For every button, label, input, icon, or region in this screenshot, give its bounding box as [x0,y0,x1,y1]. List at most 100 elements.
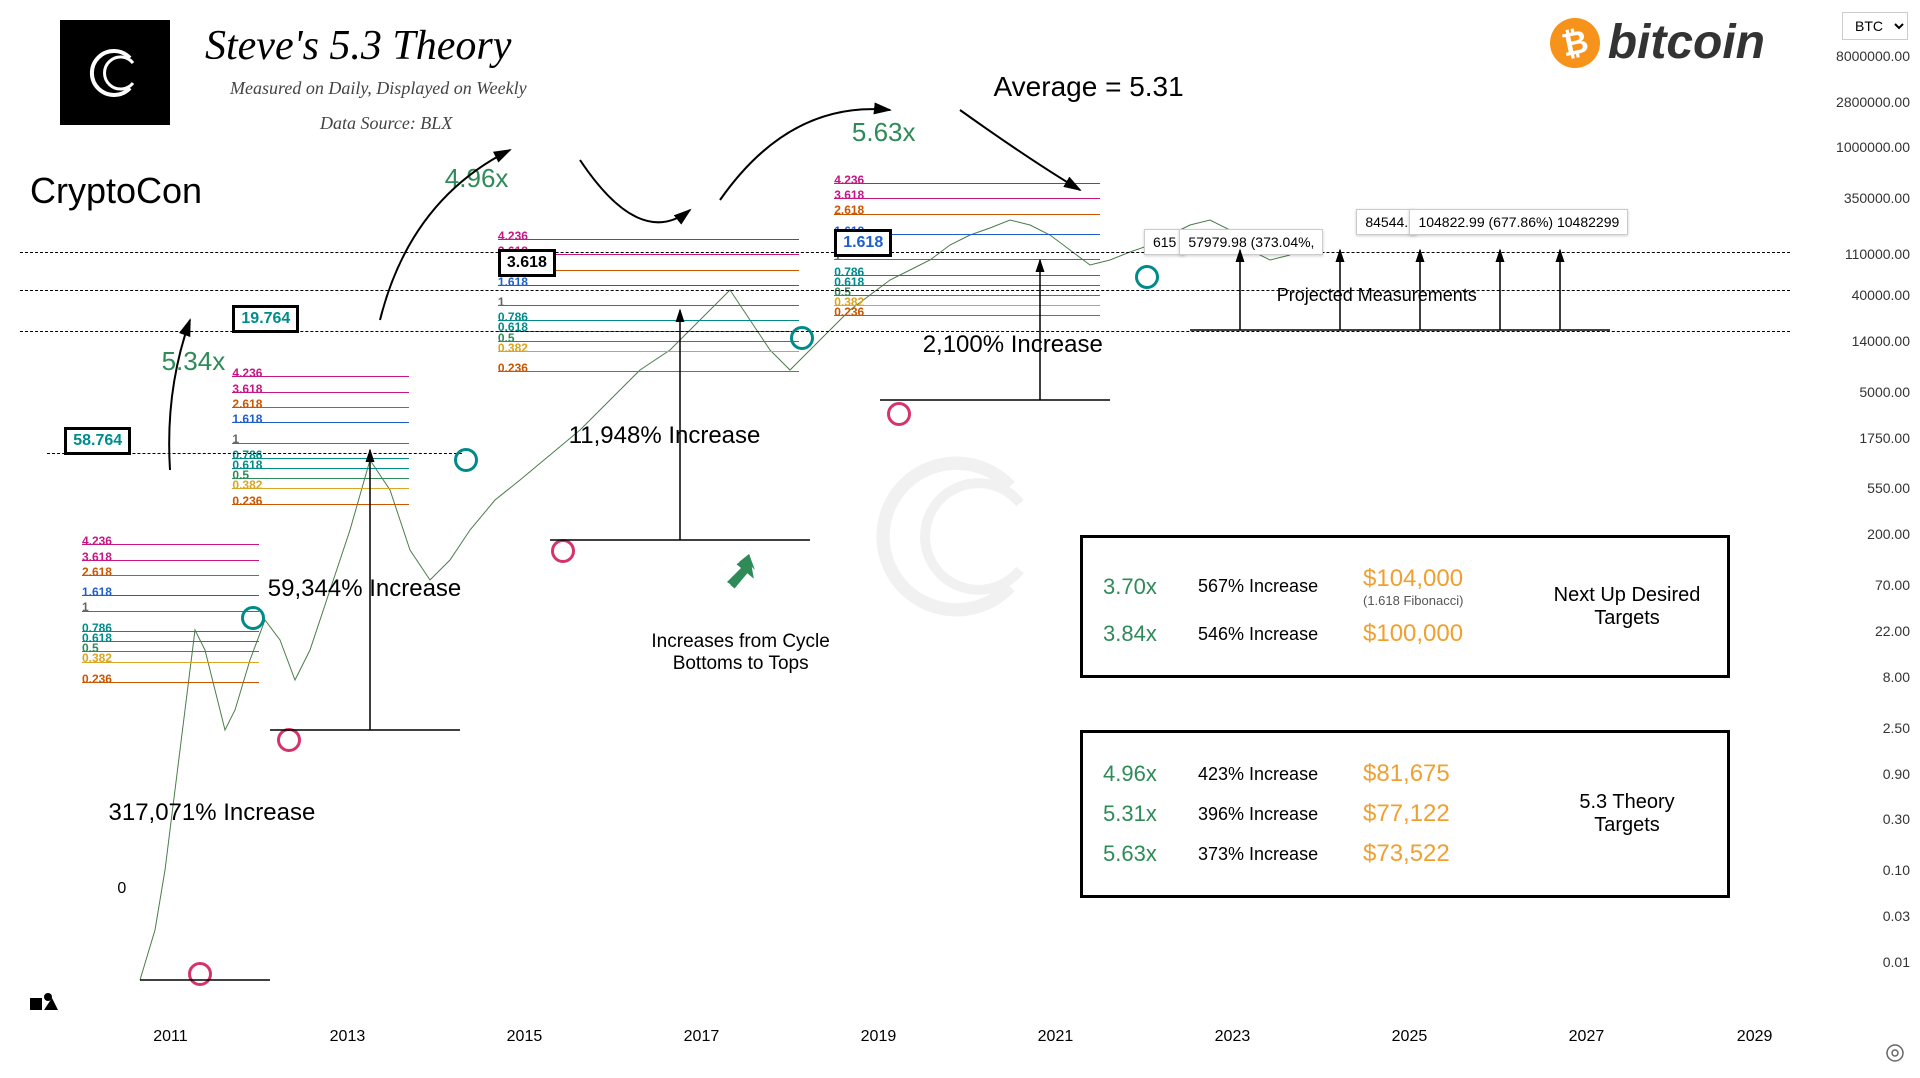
target-percentage: 567% Increase [1198,576,1338,597]
boxed-value: 19.764 [232,305,299,333]
y-axis-tick: 1750.00 [1810,430,1910,446]
y-axis-tick: 1000000.00 [1810,139,1910,155]
fib-line [834,285,1100,286]
target-box-title: Next Up Desired Targets [1547,584,1707,630]
fib-line [834,259,1100,260]
fib-line [834,275,1100,276]
boxed-value: 1.618 [834,229,892,257]
fib-line [232,443,409,444]
fib-label: 0.236 [232,494,262,508]
y-axis-tick: 40000.00 [1810,287,1910,303]
fib-note: (1.618 Fibonacci) [1363,593,1483,608]
multiplier-label: 5.63x [852,117,916,148]
fib-label: 0.236 [82,672,112,686]
increase-label: 317,071% Increase [109,799,316,827]
circle-marker [1135,265,1159,289]
average-label: Average = 5.31 [994,71,1184,103]
x-axis-tick: 2011 [153,1028,187,1046]
fib-line [498,341,799,342]
target-price: $77,122 [1363,800,1483,828]
fib-label: 3.618 [232,382,262,396]
target-price: $81,675 [1363,760,1483,788]
fib-label: 0.382 [498,341,528,355]
circle-marker [188,962,212,986]
target-percentage: 373% Increase [1198,844,1338,865]
increase-label: 2,100% Increase [923,331,1103,359]
fib-label: 4.236 [82,534,112,548]
fib-line [498,239,799,240]
fib-line [82,611,259,612]
fib-label: 3.618 [834,188,864,202]
x-axis-tick: 2029 [1737,1028,1773,1046]
cycle-bottoms-label: Increases from Cycle Bottoms to Tops [631,631,851,675]
y-axis: 8000000.002800000.001000000.00350000.001… [1800,10,1920,1028]
increase-label: 11,948% Increase [569,422,761,450]
y-axis-tick: 5000.00 [1810,384,1910,400]
y-axis-tick: 22.00 [1810,623,1910,639]
fib-line [834,198,1100,199]
y-axis-tick: 8000000.00 [1810,48,1910,64]
fib-label: 0.236 [498,361,528,375]
target-row: 3.84x 546% Increase $100,000 [1103,620,1547,648]
boxed-value: 3.618 [498,249,556,277]
target-box-theory: 4.96x 423% Increase $81,675 5.31x 396% I… [1080,730,1730,898]
tradingview-logo-icon [30,992,60,1018]
fib-line [834,305,1100,306]
fib-label: 3.618 [82,550,112,564]
zero-label: 0 [117,880,126,898]
circle-marker [454,448,478,472]
fib-label: 1 [498,295,505,309]
fib-line [834,183,1100,184]
circle-marker [887,402,911,426]
dashed-line [20,252,1790,253]
fib-label: 0.236 [834,305,864,319]
green-arrow-icon [719,550,759,595]
fib-line [498,305,799,306]
fib-label: 1.618 [232,412,262,426]
target-price: $100,000 [1363,620,1483,648]
x-axis-tick: 2013 [330,1028,366,1046]
multiplier-label: 5.34x [162,346,226,377]
target-price: $104,000 [1363,565,1483,593]
target-multiplier: 5.63x [1103,841,1173,867]
y-axis-tick: 550.00 [1810,480,1910,496]
price-tooltip: 57979.98 (373.04%, [1179,229,1323,255]
fib-label: 4.236 [834,173,864,187]
x-axis-tick: 2027 [1569,1028,1605,1046]
fib-line [498,351,799,352]
y-axis-tick: 0.10 [1810,862,1910,878]
x-axis-tick: 2015 [507,1028,543,1046]
target-row: 5.31x 396% Increase $77,122 [1103,800,1547,828]
x-axis-tick: 2021 [1038,1028,1074,1046]
circle-marker [551,539,575,563]
target-percentage: 423% Increase [1198,764,1338,785]
target-percentage: 546% Increase [1198,624,1338,645]
y-axis-tick: 14000.00 [1810,333,1910,349]
target-multiplier: 4.96x [1103,761,1173,787]
y-axis-tick: 200.00 [1810,526,1910,542]
x-axis-tick: 2025 [1392,1028,1428,1046]
circle-marker [790,326,814,350]
target-box-desired: 3.70x 567% Increase $104,000 (1.618 Fibo… [1080,535,1730,678]
fib-line [498,320,799,321]
fib-label: 2.618 [82,565,112,579]
fib-label: 1 [82,600,89,614]
target-row: 3.70x 567% Increase $104,000 (1.618 Fibo… [1103,565,1547,608]
x-axis-tick: 2019 [861,1028,897,1046]
fib-label: 4.236 [232,366,262,380]
y-axis-tick: 0.01 [1810,954,1910,970]
fib-label: 0.382 [82,651,112,665]
x-axis: 2011201320152017201920212023202520272029 [20,1028,1790,1058]
x-axis-tick: 2023 [1215,1028,1251,1046]
y-axis-tick: 110000.00 [1810,246,1910,262]
target-percentage: 396% Increase [1198,804,1338,825]
target-multiplier: 3.70x [1103,574,1173,600]
dashed-line [20,290,1790,291]
y-axis-tick: 0.90 [1810,766,1910,782]
price-tooltip: 84544. [1356,209,1417,235]
fib-line [834,214,1100,215]
settings-icon[interactable] [1885,1043,1905,1063]
target-row: 5.63x 373% Increase $73,522 [1103,840,1547,868]
fib-label: 1.618 [82,585,112,599]
y-axis-tick: 70.00 [1810,577,1910,593]
